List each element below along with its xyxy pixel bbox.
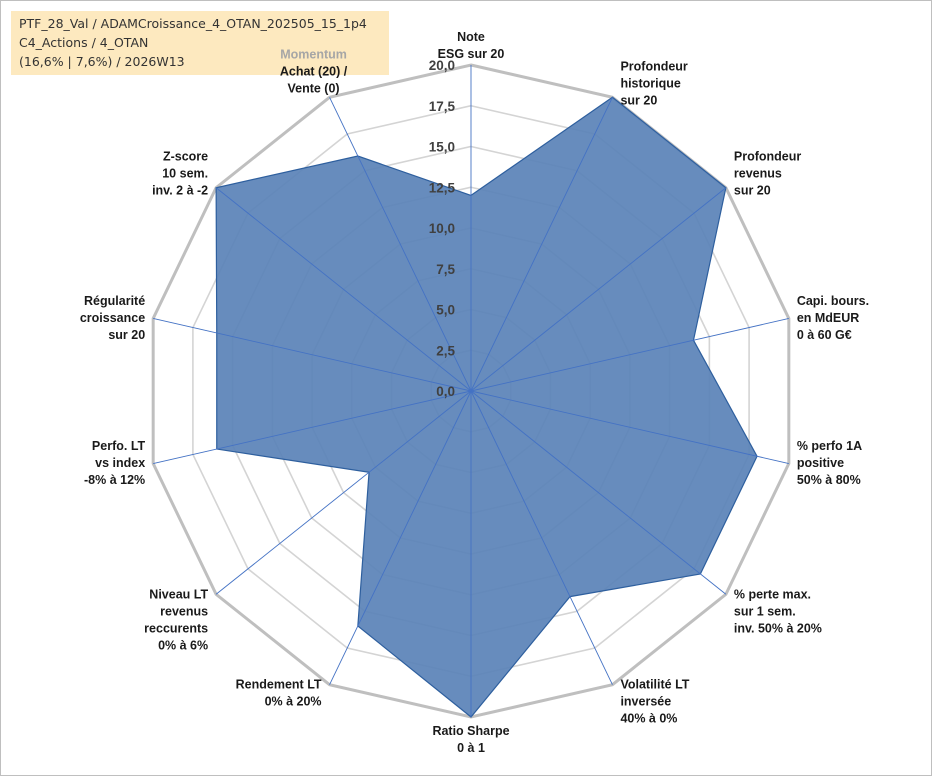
axis-label-line: Rendement LT — [236, 678, 322, 692]
axis-label-line: revenus — [160, 604, 208, 618]
axis-label-line: vs index — [95, 456, 145, 470]
axis-label-line: reccurents — [144, 621, 208, 635]
axis-label-3: Capi. bours. en MdEUR 0 à 60 G€ — [797, 294, 869, 342]
axis-label-line: inv. 50% à 20% — [734, 621, 822, 635]
axis-label-line: en MdEUR — [797, 311, 860, 325]
axis-label-line: Profondeur — [734, 150, 801, 164]
axis-label-line: inv. 2 à -2 — [152, 184, 208, 198]
axis-label-line: Ratio Sharpe — [432, 724, 509, 738]
axis-label-line: Capi. bours. — [797, 294, 869, 308]
axis-label-line: revenus — [734, 167, 782, 181]
axis-label-10: Perfo. LT vs index -8% à 12% — [84, 439, 146, 487]
axis-spoke-10 — [153, 390, 472, 464]
axis-label-8: Rendement LT 0% à 20% — [236, 678, 322, 709]
axis-label-line: Z-score — [163, 150, 208, 164]
axis-label-line: croissance — [80, 311, 145, 325]
axis-label-line: historique — [620, 76, 680, 90]
info-box: PTF_28_Val / ADAMCroissance_4_OTAN_20250… — [11, 11, 389, 75]
axis-spoke-3 — [470, 318, 789, 392]
info-line-3: (16,6% | 7,6%) / 2026W13 — [19, 54, 185, 69]
data-series-area — [215, 96, 758, 718]
axis-label-line: % perte max. — [734, 587, 811, 601]
axis-label-line: Volatilité LT — [620, 678, 689, 692]
tick-label: 0,0 — [436, 384, 455, 399]
axis-label-line: sur 1 sem. — [734, 604, 796, 618]
axis-spoke-6 — [470, 390, 613, 685]
axis-spoke-1 — [470, 97, 613, 392]
axis-label-1: Profondeur historique sur 20 — [620, 59, 687, 107]
axis-spoke-8 — [329, 390, 472, 685]
axis-label-line: 50% à 80% — [797, 473, 861, 487]
axis-label-13: Momentum Achat (20) / Vente (0) — [280, 47, 348, 95]
axis-label-line: 40% à 0% — [620, 712, 677, 726]
axis-label-line: Profondeur — [620, 59, 687, 73]
axis-label-line: Niveau LT — [149, 587, 208, 601]
tick-label: 15,0 — [429, 140, 455, 155]
axis-label-4: % perfo 1A positive 50% à 80% — [797, 439, 862, 487]
axis-label-9: Niveau LT revenus reccurents 0% à 6% — [144, 587, 208, 652]
tick-label: 7,5 — [436, 262, 455, 277]
info-line-1: PTF_28_Val / ADAMCroissance_4_OTAN_20250… — [19, 16, 367, 31]
axis-label-line: sur 20 — [734, 184, 771, 198]
axis-label-line: Achat (20) / — [280, 64, 348, 78]
axis-label-line: Vente (0) — [287, 81, 339, 95]
axis-label-line: Note — [457, 30, 485, 44]
tick-label: 5,0 — [436, 303, 455, 318]
axis-label-5: % perte max. sur 1 sem. inv. 50% à 20% — [734, 587, 822, 635]
axis-label-2: Profondeur revenus sur 20 — [734, 150, 801, 198]
axis-label-line: -8% à 12% — [84, 473, 145, 487]
axis-label-line: 10 sem. — [162, 167, 208, 181]
axis-label-6: Volatilité LT inversée 40% à 0% — [620, 678, 689, 726]
axis-spoke-9 — [215, 390, 472, 595]
axis-label-11: Régularité croissance sur 20 — [80, 294, 145, 342]
axis-label-line: sur 20 — [108, 328, 145, 342]
axis-label-line: positive — [797, 456, 844, 470]
tick-label: 17,5 — [429, 99, 456, 114]
axis-label-line: Régularité — [84, 294, 145, 308]
axis-label-7: Ratio Sharpe 0 à 1 — [432, 724, 509, 755]
axis-label-line: 0% à 6% — [158, 638, 208, 652]
axis-label-line: % perfo 1A — [797, 439, 862, 453]
tick-label: 20,0 — [429, 58, 455, 73]
axis-spoke-4 — [470, 390, 789, 464]
axis-spoke-13 — [329, 97, 472, 392]
tick-label: 10,0 — [429, 221, 455, 236]
tick-label: 2,5 — [436, 343, 455, 358]
info-line-2: C4_Actions / 4_OTAN — [19, 35, 149, 50]
axis-label-12: Z-score 10 sem. inv. 2 à -2 — [152, 150, 208, 198]
axis-label-line: Perfo. LT — [92, 439, 146, 453]
axis-spoke-2 — [470, 187, 727, 392]
axis-spoke-11 — [153, 318, 472, 392]
axis-label-line: 0 à 1 — [457, 741, 485, 755]
tick-label: 12,5 — [429, 180, 456, 195]
axis-label-line: 0% à 20% — [265, 695, 322, 709]
axis-label-line: 0 à 60 G€ — [797, 328, 852, 342]
axis-label-line: ESG sur 20 — [438, 47, 505, 61]
axis-label-line: sur 20 — [620, 93, 657, 107]
axis-spoke-12 — [215, 187, 472, 392]
axis-label-0: Note ESG sur 20 — [438, 30, 505, 61]
axis-label-line: Momentum — [280, 47, 347, 61]
axis-label-line: inversée — [620, 695, 671, 709]
axis-spoke-5 — [470, 390, 727, 595]
